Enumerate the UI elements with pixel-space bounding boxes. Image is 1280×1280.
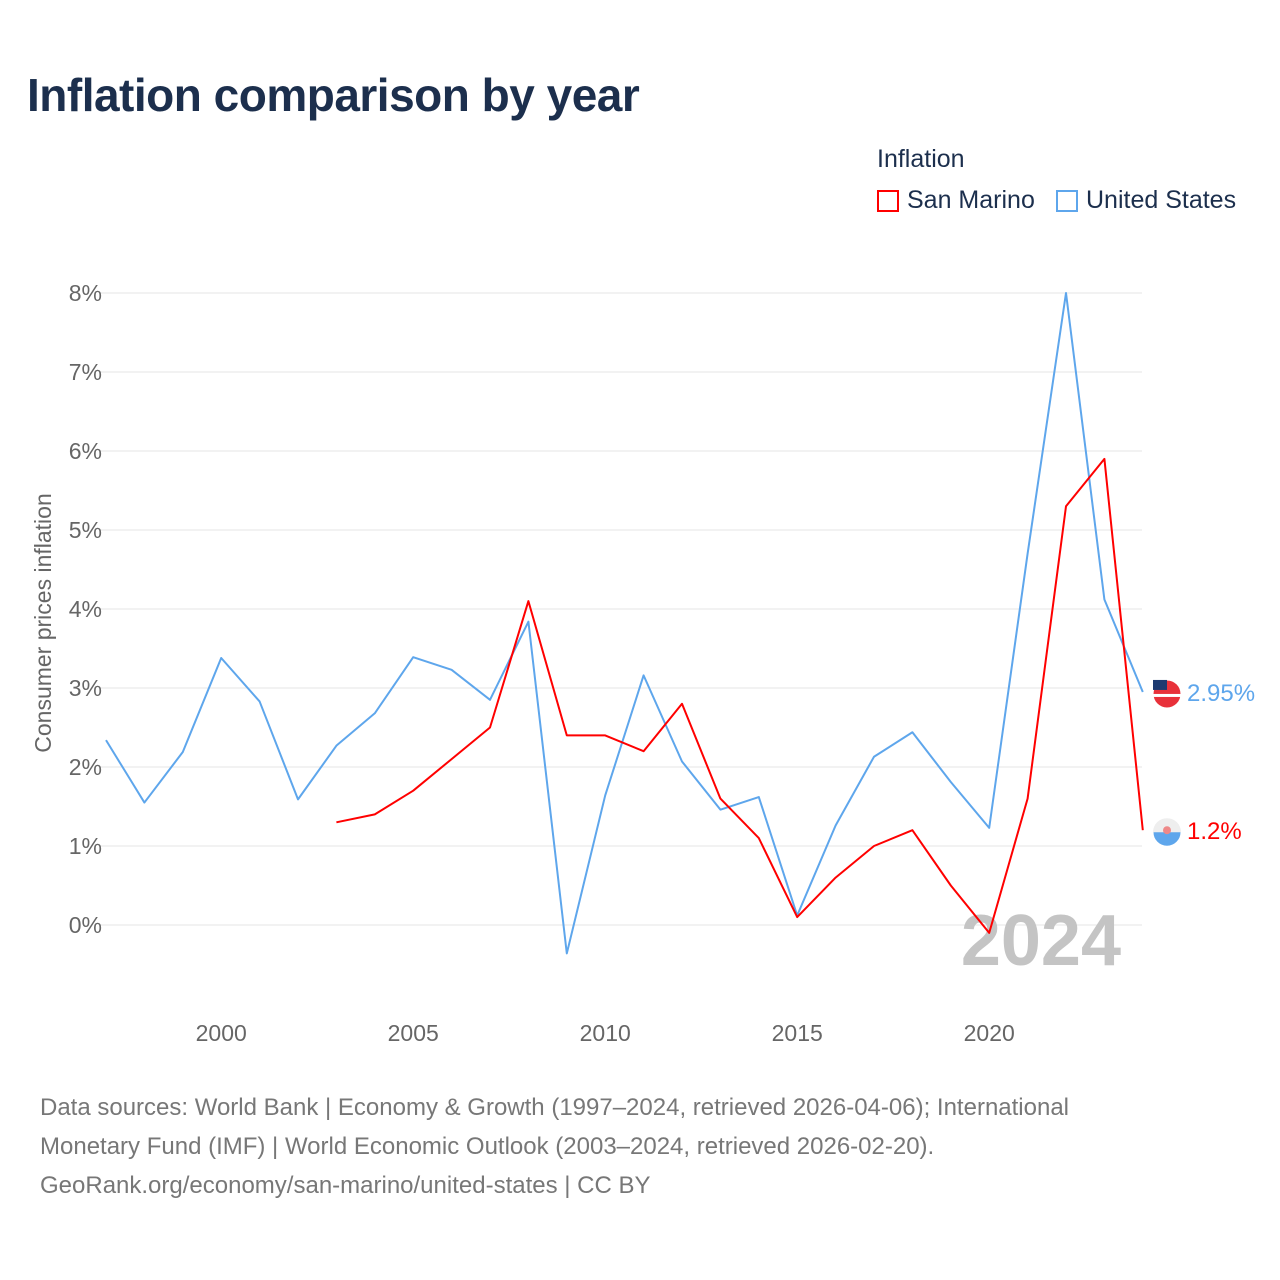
source-text: Data sources: World Bank | Economy & Gro… [40,1088,1240,1205]
y-tick-label: 8% [69,280,102,306]
y-axis-label: Consumer prices inflation [30,493,56,753]
x-tick-label: 2005 [388,1020,439,1046]
series-line-san-marino [336,457,1144,934]
source-line: Data sources: World Bank | Economy & Gro… [40,1094,1070,1121]
legend-item-san-marino[interactable]: San Marino [877,186,1035,215]
us-flag-stripe [1153,693,1181,697]
y-tick-label: 1% [69,833,102,859]
x-tick-label: 2020 [964,1020,1015,1046]
year-watermark: 2024 [961,901,1121,981]
legend-label: San Marino [907,186,1035,214]
legend-item-united-states[interactable]: United States [1056,186,1236,215]
legend-label: United States [1086,186,1237,214]
y-tick-label: 2% [69,754,102,780]
y-tick-label: 7% [69,359,102,385]
y-tick-label: 3% [69,675,102,701]
legend-swatch [1056,189,1078,212]
y-tick-label: 0% [69,912,102,938]
x-tick-label: 2000 [196,1020,247,1046]
chart-title: Inflation comparison by year [27,69,640,121]
y-tick-label: 5% [69,517,102,543]
legend-title: Inflation [877,145,965,173]
end-value-label: 1.2% [1187,818,1242,845]
legend-swatch [877,189,899,212]
series-line-united-states [105,292,1144,955]
x-tick-label: 2010 [580,1020,631,1046]
y-tick-label: 4% [69,596,102,622]
san-marino-flag-top [1153,818,1181,833]
end-value-label: 2.95% [1187,680,1255,707]
source-line: Monetary Fund (IMF) | World Economic Out… [40,1133,935,1160]
san-marino-emblem [1163,826,1171,835]
y-tick-label: 6% [69,438,102,464]
source-link[interactable]: GeoRank.org/economy/san-marino/united-st… [40,1172,651,1199]
us-flag-canton [1153,679,1167,690]
x-tick-label: 2015 [772,1020,823,1046]
